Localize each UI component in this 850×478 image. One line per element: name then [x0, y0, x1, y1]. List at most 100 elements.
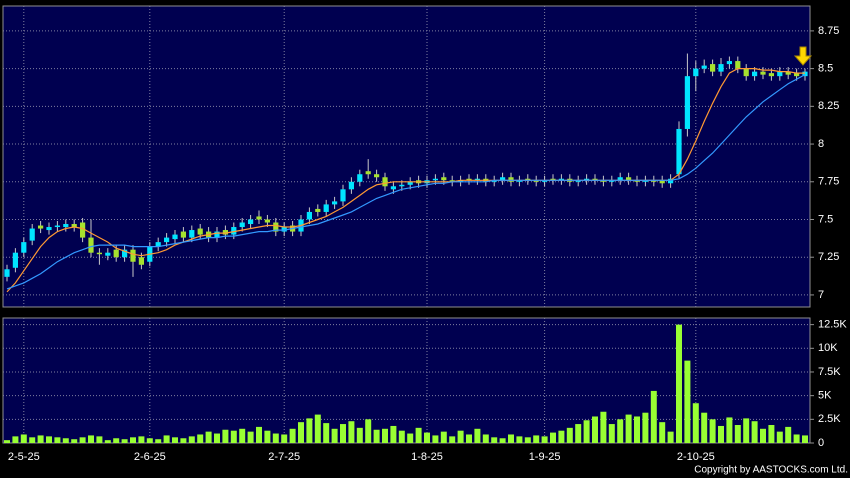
volume-bar: [37, 435, 44, 443]
candle-body: [256, 216, 262, 220]
y-tick-label: 7.25: [818, 251, 839, 263]
candle-body: [29, 228, 35, 241]
candle-body: [54, 225, 60, 228]
candle-body: [508, 177, 514, 182]
y-tick-label: 7: [818, 289, 824, 301]
volume-bar: [230, 430, 237, 443]
candle-body: [348, 181, 354, 190]
candle-body: [138, 257, 144, 265]
x-tick-label: 1-8-25: [411, 451, 443, 463]
candle-body: [96, 252, 102, 255]
volume-bar: [4, 440, 10, 443]
candle-body: [231, 227, 237, 235]
volume-bar: [751, 421, 758, 443]
volume-bar: [726, 417, 733, 443]
candle-body: [399, 184, 405, 187]
volume-bar: [138, 436, 145, 443]
candle-body: [197, 228, 203, 235]
volume-bar: [272, 433, 279, 443]
volume-bar: [62, 438, 69, 443]
x-tick-label: 2-6-25: [134, 451, 166, 463]
candle-body: [743, 68, 749, 77]
volume-bar: [298, 422, 304, 443]
candle-body: [189, 230, 195, 238]
volume-bar: [650, 390, 657, 443]
candle-body: [46, 227, 52, 231]
candle-body: [374, 174, 380, 178]
y-tick-label: 7.75: [818, 176, 839, 188]
volume-bar: [785, 426, 792, 443]
candle-body: [357, 174, 363, 182]
volume-bar: [20, 434, 27, 443]
volume-bar: [466, 434, 472, 443]
candle-body: [684, 76, 690, 129]
volume-bar: [776, 431, 783, 443]
volume-bar: [701, 412, 708, 443]
candle-body: [214, 231, 220, 238]
candle-body: [609, 180, 615, 182]
volume-bar: [667, 431, 674, 443]
candle-body: [80, 222, 86, 238]
volume-bar: [323, 423, 330, 443]
candle-body: [273, 222, 279, 232]
candle-body: [701, 65, 707, 69]
candle-body: [306, 211, 312, 220]
volume-bar: [558, 430, 565, 443]
candle-body: [105, 252, 111, 256]
candle-body: [642, 180, 648, 182]
candle-body: [575, 180, 581, 182]
volume-bar: [709, 419, 716, 443]
candle-body: [239, 222, 245, 228]
candle-body: [71, 224, 77, 228]
volume-bar: [533, 435, 540, 443]
candle-body: [113, 249, 119, 258]
volume-bar: [180, 438, 187, 443]
volume-bar: [54, 437, 61, 443]
volume-bar: [457, 430, 464, 443]
volume-bar: [146, 438, 153, 443]
candle-body: [525, 178, 531, 181]
volume-bar: [197, 434, 204, 443]
volume-bar: [348, 421, 355, 443]
candle-body: [710, 64, 716, 72]
x-tick-label: 1-9-25: [529, 451, 561, 463]
volume-bar: [373, 429, 380, 443]
candle-body: [340, 189, 346, 202]
candle-body: [458, 180, 464, 182]
volume-bar: [214, 433, 220, 443]
x-tick-label: 2-10-25: [677, 451, 715, 463]
y-tick-label: 7.5K: [818, 366, 841, 378]
volume-bar: [130, 437, 136, 443]
volume-bar: [415, 427, 422, 443]
volume-bar: [642, 412, 649, 443]
y-tick-label: 10K: [818, 342, 838, 354]
volume-bar: [104, 440, 111, 443]
candle-body: [500, 177, 506, 181]
volume-bar: [575, 424, 582, 443]
y-tick-label: 8: [818, 138, 824, 150]
y-tick-label: 8.5: [818, 63, 833, 75]
volume-bar: [340, 424, 346, 443]
candle-body: [155, 242, 161, 247]
volume-bar: [172, 437, 178, 443]
volume-bar: [768, 425, 775, 443]
volume-bar: [314, 414, 321, 443]
y-tick-label: 8.25: [818, 100, 839, 112]
volume-bar: [188, 436, 195, 443]
candle-body: [432, 178, 438, 181]
candle-body: [130, 249, 136, 262]
candle-body: [760, 71, 766, 75]
volume-bar: [71, 439, 78, 443]
y-tick-label: 5K: [818, 390, 832, 402]
y-tick-label: 7.5: [818, 213, 833, 225]
volume-bar: [625, 414, 632, 443]
candle-body: [676, 128, 682, 175]
candle-body: [248, 219, 254, 225]
candle-body: [315, 208, 321, 212]
moving-average-line: [6, 68, 805, 293]
volume-bar: [550, 432, 556, 443]
y-tick-label: 8.75: [818, 25, 839, 37]
volume-bar: [281, 434, 288, 443]
volume-bar: [684, 360, 691, 443]
